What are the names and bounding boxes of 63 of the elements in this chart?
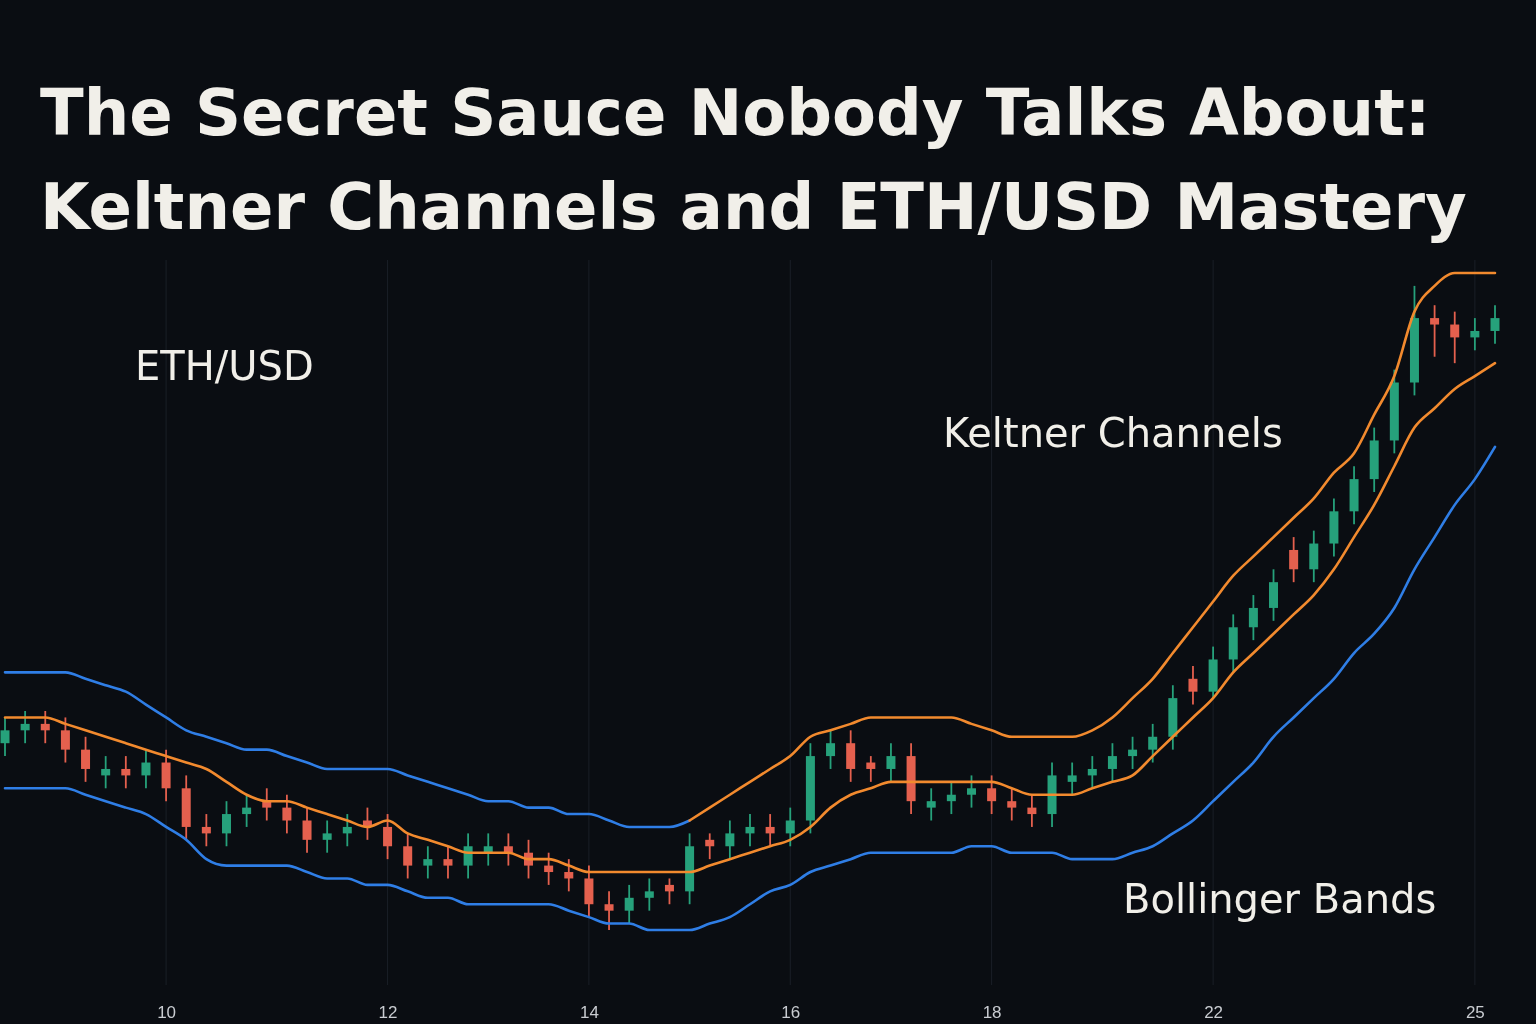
- candlestick: [564, 858, 574, 893]
- candlestick: [322, 819, 332, 854]
- candlestick: [262, 787, 272, 822]
- candlestick: [886, 742, 896, 783]
- x-tick-label: 12: [378, 1003, 398, 1023]
- candlestick: [826, 729, 836, 770]
- candlestick: [81, 735, 91, 783]
- annotation: Keltner Channels: [943, 410, 1283, 456]
- candlestick: [1107, 742, 1117, 783]
- x-tick-label: 14: [579, 1003, 599, 1023]
- candlestick: [1027, 793, 1037, 828]
- candlestick: [1148, 722, 1158, 764]
- x-tick-label: 25: [1465, 1003, 1485, 1023]
- candlestick: [221, 800, 231, 848]
- candlestick: [101, 755, 111, 790]
- candlestick: [40, 710, 50, 745]
- candlestick: [121, 755, 131, 790]
- candlestick: [544, 851, 554, 886]
- candlestick: [242, 793, 252, 828]
- candlestick: [1490, 304, 1500, 345]
- x-tick-label: 18: [982, 1003, 1002, 1023]
- candlestick: [1067, 761, 1077, 796]
- candlestick: [423, 845, 433, 880]
- x-tick-label: 22: [1204, 1003, 1224, 1023]
- candlestick: [765, 813, 775, 848]
- candlestick: [926, 787, 936, 822]
- candlestick: [1087, 755, 1097, 790]
- candlestick: [624, 884, 634, 925]
- candlestick: [1289, 536, 1299, 584]
- candlestick: [725, 819, 735, 861]
- candlestick: [1430, 304, 1440, 358]
- annotation: ETH/USD: [135, 343, 314, 389]
- candlestick: [705, 832, 715, 861]
- annotation: Bollinger Bands: [1123, 876, 1437, 922]
- candlestick: [282, 793, 292, 835]
- candlestick: [403, 832, 413, 880]
- candlestick: [604, 890, 614, 931]
- candlestick: [0, 716, 10, 757]
- candlestick: [201, 813, 211, 848]
- candlestick: [785, 806, 795, 848]
- candlestick: [60, 716, 70, 764]
- candlestick: [1470, 317, 1480, 352]
- candlestick: [946, 780, 956, 815]
- candlestick: [966, 774, 976, 809]
- candlestick: [1007, 787, 1017, 822]
- candlestick: [1248, 594, 1258, 642]
- candlestick: [1188, 665, 1198, 706]
- x-tick-label: 16: [781, 1003, 801, 1023]
- chart-title: The Secret Sauce Nobody Talks About: Keltner Channels and ETH/USD Mastery: [40, 76, 1467, 244]
- candlestick: [745, 813, 755, 848]
- candlestick: [383, 813, 393, 861]
- candlestick: [342, 813, 352, 848]
- candlestick: [443, 845, 453, 880]
- candlestick: [20, 710, 30, 745]
- candlestick: [644, 877, 654, 912]
- candlestick: [987, 774, 997, 815]
- candlestick: [664, 877, 674, 906]
- candlestick: [1128, 735, 1138, 770]
- candlestick: [866, 755, 876, 783]
- candlestick: [302, 806, 312, 854]
- candlestick: [1450, 310, 1460, 365]
- candlestick: [141, 748, 151, 790]
- x-tick-label: 10: [157, 1003, 177, 1023]
